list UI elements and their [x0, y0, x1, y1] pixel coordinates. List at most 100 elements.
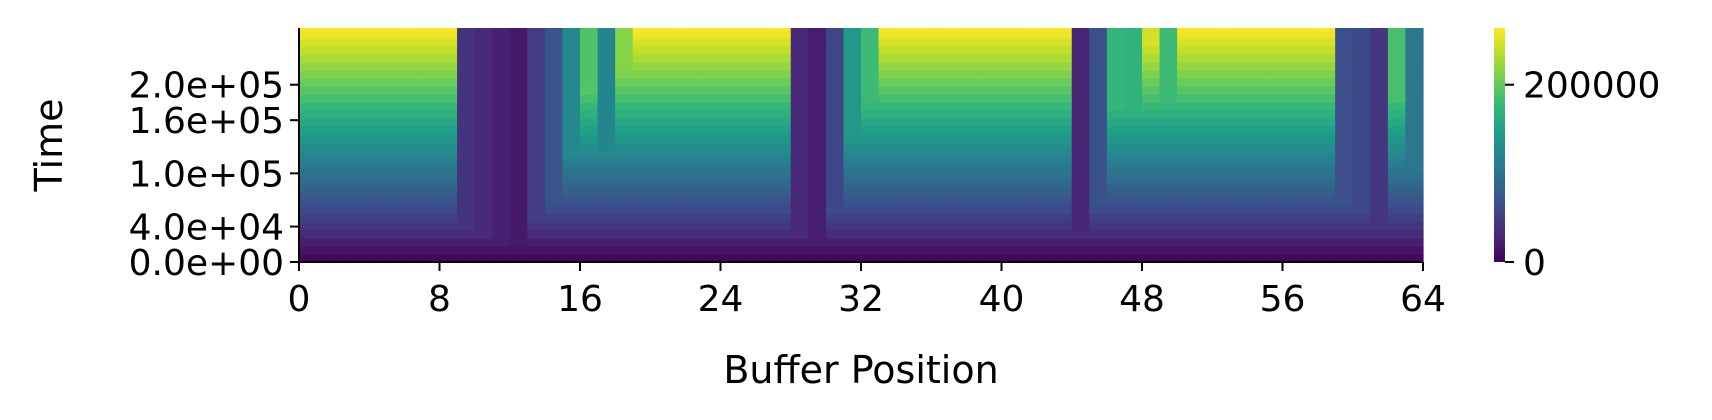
heatmap-cell [896, 110, 915, 120]
heatmap-cell [1370, 86, 1389, 96]
heatmap-cell [580, 118, 599, 127]
heatmap-cell [580, 254, 599, 263]
heatmap-cell [1089, 78, 1108, 88]
heatmap-cell [896, 118, 915, 127]
heatmap-cell [702, 198, 722, 207]
heatmap-cell [1335, 70, 1354, 80]
heatmap-cell [808, 86, 827, 96]
heatmap-cell [896, 222, 915, 231]
heatmap-cell [720, 158, 739, 167]
heatmap-cell [1106, 30, 1126, 40]
heatmap-cell [738, 214, 757, 223]
heatmap-cell [527, 118, 546, 127]
heatmap-cell [404, 30, 423, 40]
heatmap-cell [457, 150, 476, 159]
heatmap-cell [369, 38, 388, 48]
heatmap-cell [738, 174, 757, 183]
heatmap-cell [1317, 46, 1336, 56]
heatmap-cell [720, 126, 739, 135]
heatmap-cell [386, 198, 405, 207]
heatmap-cell [825, 126, 845, 135]
heatmap-cell [983, 110, 1003, 120]
heatmap-cell [667, 142, 686, 151]
heatmap-cell [386, 46, 405, 56]
heatmap-cell [1071, 54, 1090, 64]
heatmap-cell [861, 166, 880, 175]
heatmap-cell [755, 54, 774, 64]
heatmap-cell [457, 174, 476, 183]
heatmap-cell [544, 214, 564, 223]
heatmap-cell [421, 118, 441, 127]
heatmap-cell [316, 126, 335, 135]
heatmap-cell [1387, 230, 1407, 239]
heatmap-cell [948, 254, 967, 263]
heatmap-cell [931, 174, 950, 183]
heatmap-cell [369, 166, 388, 175]
heatmap-cell [931, 30, 950, 40]
heatmap-cell [421, 142, 441, 151]
heatmap-cell [316, 246, 335, 255]
heatmap-cell [527, 142, 546, 151]
heatmap-cell [632, 238, 651, 247]
heatmap-cell [983, 182, 1003, 191]
heatmap-cell [738, 198, 757, 207]
heatmap-cell [948, 166, 967, 175]
heatmap-cell [808, 246, 827, 255]
heatmap-cell [1264, 78, 1284, 88]
heatmap-cell [421, 62, 441, 72]
heatmap-cell [474, 246, 493, 255]
colorbar-tick-label: 0 [1523, 243, 1546, 284]
heatmap-cell [1194, 54, 1213, 64]
heatmap-cell [650, 142, 669, 151]
heatmap-cell [421, 30, 441, 40]
heatmap-cell [1387, 70, 1407, 80]
heatmap-cell [755, 158, 774, 167]
heatmap-cell [1159, 254, 1178, 263]
heatmap-cell [632, 38, 651, 48]
heatmap-cell [1335, 230, 1354, 239]
heatmap-cell [474, 134, 493, 143]
heatmap-cell [1317, 238, 1336, 247]
heatmap-cell [580, 214, 599, 223]
heatmap-cell [966, 28, 985, 32]
heatmap-cell [685, 78, 704, 88]
heatmap-cell [316, 158, 335, 167]
heatmap-cell [1036, 206, 1055, 215]
heatmap-cell [738, 190, 757, 199]
heatmap-cell [755, 150, 774, 159]
heatmap-cell [386, 102, 405, 112]
heatmap-cell [1300, 182, 1319, 191]
heatmap-cell [1300, 142, 1319, 151]
heatmap-cell [773, 150, 792, 159]
heatmap-cell [1282, 222, 1301, 231]
heatmap-cell [1054, 102, 1073, 112]
heatmap-cell [931, 150, 950, 159]
heatmap-cell [1142, 190, 1161, 199]
heatmap-cell [685, 102, 704, 112]
heatmap-cell [509, 222, 528, 231]
heatmap-cell [1106, 102, 1126, 112]
heatmap-cell [1212, 62, 1231, 72]
heatmap-cell [1317, 174, 1336, 183]
heatmap-cell [825, 158, 845, 167]
heatmap-cell [1282, 182, 1301, 191]
heatmap-cell [896, 70, 915, 80]
heatmap-cell [580, 134, 599, 143]
heatmap-cell [650, 206, 669, 215]
heatmap-cell [773, 238, 792, 247]
heatmap-cell [615, 214, 634, 223]
heatmap-cell [1106, 174, 1126, 183]
heatmap-cell [1071, 142, 1090, 151]
heatmap-cell [527, 78, 546, 88]
heatmap-cell [861, 126, 880, 135]
heatmap-cell [1177, 62, 1196, 72]
heatmap-cell [1106, 38, 1126, 48]
heatmap-cell [1019, 38, 1038, 48]
heatmap-cell [1194, 182, 1213, 191]
heatmap-cell [334, 134, 353, 143]
heatmap-cell [650, 102, 669, 112]
x-tick-label: 56 [1260, 279, 1306, 320]
heatmap-cell [1054, 62, 1073, 72]
heatmap-cell [562, 134, 581, 143]
heatmap-cell [386, 222, 405, 231]
